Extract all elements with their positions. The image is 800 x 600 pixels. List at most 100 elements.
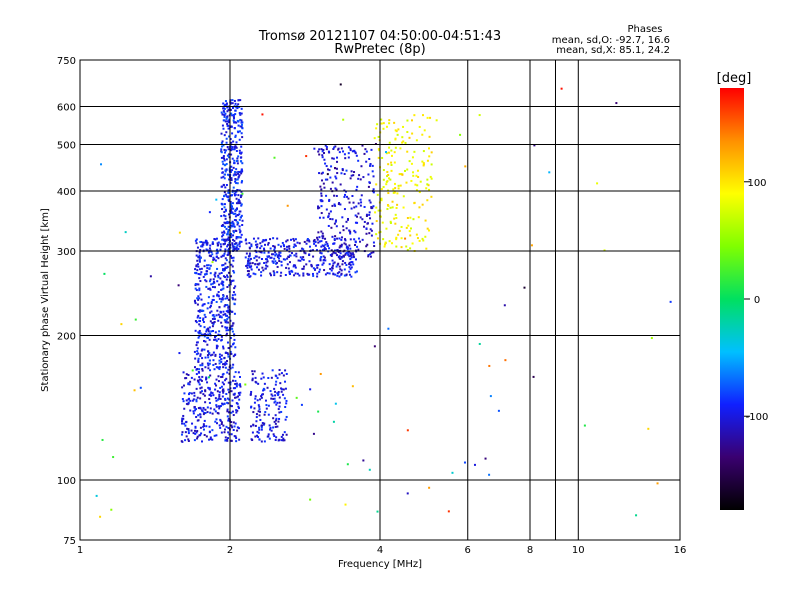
data-point — [392, 188, 395, 191]
data-point — [387, 327, 390, 330]
data-point — [231, 426, 234, 429]
data-point — [222, 347, 225, 350]
data-point — [228, 156, 231, 159]
data-point — [231, 132, 234, 135]
data-point — [196, 316, 199, 319]
data-point — [181, 418, 184, 421]
data-point — [215, 252, 218, 255]
data-point — [332, 273, 335, 276]
data-point — [259, 242, 262, 245]
data-point — [390, 169, 393, 172]
data-point — [200, 379, 203, 382]
data-point — [278, 401, 281, 404]
data-point — [201, 364, 204, 367]
data-point — [283, 245, 286, 248]
data-point — [406, 168, 409, 171]
data-point — [416, 184, 419, 187]
data-point — [195, 264, 198, 267]
data-point — [294, 266, 297, 269]
data-point — [410, 227, 413, 230]
data-point — [376, 510, 379, 513]
data-point — [406, 131, 409, 134]
data-point — [381, 156, 384, 159]
data-point — [322, 148, 325, 151]
data-point — [224, 222, 227, 225]
data-point — [310, 264, 313, 267]
data-point — [346, 248, 349, 251]
data-point — [208, 211, 211, 214]
data-point — [390, 149, 393, 152]
data-point — [286, 257, 289, 260]
data-point — [285, 240, 288, 243]
data-point — [378, 149, 381, 152]
data-point — [258, 426, 261, 429]
data-point — [335, 265, 338, 268]
data-point — [239, 385, 242, 388]
data-point — [324, 144, 327, 147]
data-point — [418, 206, 421, 209]
data-point — [202, 423, 205, 426]
data-point — [318, 268, 321, 271]
data-point — [240, 125, 243, 128]
data-point — [207, 251, 210, 254]
data-point — [227, 238, 230, 241]
data-point — [204, 340, 207, 343]
data-point — [354, 271, 357, 274]
data-point — [294, 264, 297, 267]
data-point — [340, 243, 343, 246]
data-point — [334, 204, 337, 207]
data-point — [401, 173, 404, 176]
data-point — [245, 265, 248, 268]
data-point — [387, 204, 390, 207]
data-point — [371, 170, 374, 173]
data-point — [256, 243, 259, 246]
data-point — [235, 208, 238, 211]
data-point — [220, 316, 223, 319]
data-point — [198, 434, 201, 437]
data-point — [295, 396, 298, 399]
data-point — [285, 402, 288, 405]
data-point — [232, 119, 235, 122]
data-point — [270, 429, 273, 432]
data-point — [347, 197, 350, 200]
legend-header: Phases — [627, 24, 662, 35]
data-point — [221, 160, 224, 163]
data-point — [336, 160, 339, 163]
data-point — [330, 165, 333, 168]
data-point — [318, 206, 321, 209]
data-point — [223, 221, 226, 224]
data-point — [277, 257, 280, 260]
data-point — [350, 275, 353, 278]
data-point — [235, 402, 238, 405]
data-point — [210, 302, 213, 305]
data-point — [237, 407, 240, 410]
data-point — [224, 151, 227, 154]
data-point — [299, 256, 302, 259]
data-point — [231, 146, 234, 149]
data-point — [231, 327, 234, 330]
data-point — [224, 100, 227, 103]
data-point — [260, 395, 263, 398]
data-point — [530, 244, 533, 247]
data-point — [371, 222, 374, 225]
data-point — [236, 119, 239, 122]
data-point — [270, 397, 273, 400]
data-point — [315, 249, 318, 252]
data-point — [222, 310, 225, 313]
data-point — [257, 268, 260, 271]
data-point — [231, 294, 234, 297]
data-point — [267, 242, 270, 245]
data-point — [343, 208, 346, 211]
data-point — [262, 376, 265, 379]
data-point — [246, 274, 249, 277]
data-point — [335, 225, 338, 228]
data-point — [207, 327, 210, 330]
data-point — [221, 389, 224, 392]
data-point — [194, 432, 197, 435]
data-point — [339, 268, 342, 271]
data-point — [320, 188, 323, 191]
data-point — [221, 282, 224, 285]
data-point — [349, 177, 352, 180]
data-point — [196, 269, 199, 272]
data-point — [367, 255, 370, 258]
